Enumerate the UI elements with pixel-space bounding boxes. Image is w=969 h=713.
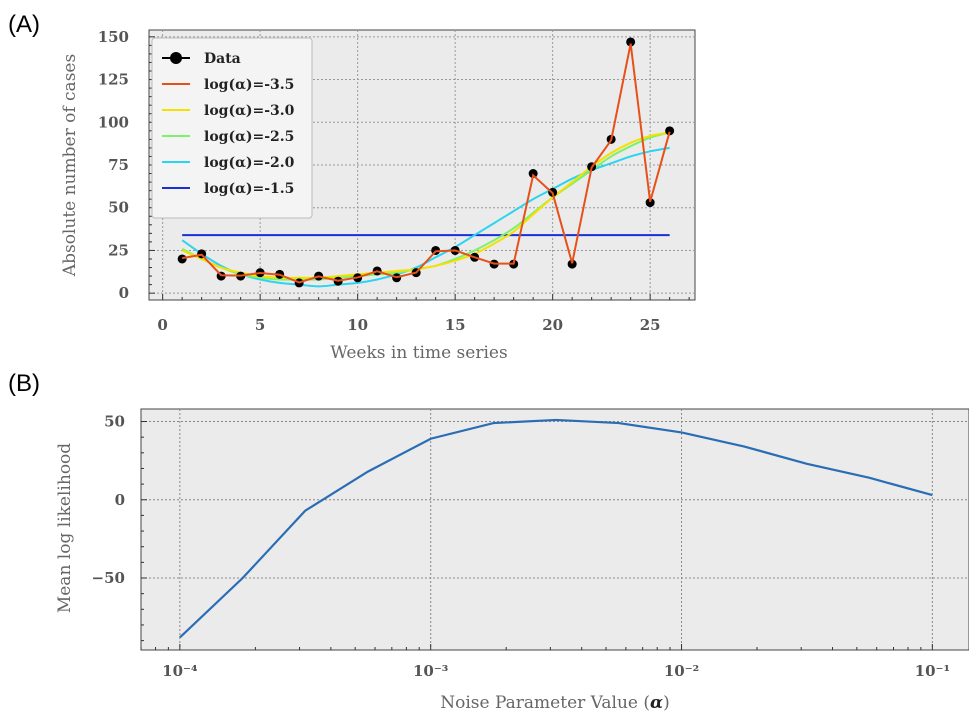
data-point bbox=[665, 126, 675, 136]
x-label-alpha: α bbox=[650, 693, 663, 713]
legend-label: log(α)=-3.0 bbox=[204, 103, 295, 119]
panel-b-label: (B) bbox=[8, 370, 40, 397]
panel-b-x-axis-label: Noise Parameter Value (α) bbox=[440, 693, 669, 713]
panel-b-y-axis-label: Mean log likelihood bbox=[55, 443, 75, 613]
x-tick-label: 20 bbox=[542, 316, 563, 334]
panel-a-y-ticks: 0 25 50 75 100 125 150 bbox=[98, 28, 155, 302]
x-tick-label: 10⁻² bbox=[664, 662, 699, 680]
panel-b-x-ticks: 10⁻⁴ 10⁻³ 10⁻² 10⁻¹ bbox=[140, 644, 950, 680]
panel-b-plot-area bbox=[140, 408, 969, 651]
legend-label: log(α)=-1.5 bbox=[204, 181, 294, 197]
y-tick-label: 150 bbox=[98, 28, 129, 46]
legend-label: Data bbox=[204, 51, 241, 67]
legend-label: log(α)=-2.0 bbox=[204, 155, 295, 171]
panel-a: (A) 0 5 10 15 20 25 0 25 50 75 100 125 150 Weeks in… bbox=[8, 11, 696, 363]
x-tick-label: 0 bbox=[157, 316, 167, 334]
panel-a-x-ticks: 0 5 10 15 20 25 bbox=[157, 294, 690, 334]
panel-b-series bbox=[179, 418, 933, 639]
data-point bbox=[528, 169, 538, 179]
y-tick-label: 0 bbox=[119, 284, 129, 302]
panel-a-label: (A) bbox=[8, 11, 40, 38]
x-tick-label: 5 bbox=[255, 316, 265, 334]
y-tick-label: −50 bbox=[92, 569, 125, 587]
data-point bbox=[626, 37, 636, 47]
data-point bbox=[177, 254, 187, 264]
legend-label: log(α)=-2.5 bbox=[204, 129, 294, 145]
x-tick-label: 10⁻⁴ bbox=[162, 662, 198, 680]
legend-label: log(α)=-3.5 bbox=[204, 77, 294, 93]
panel-a-series bbox=[177, 37, 675, 288]
panel-a-y-axis-label: Absolute number of cases bbox=[60, 54, 80, 277]
x-tick-label: 10 bbox=[347, 316, 368, 334]
x-tick-label: 25 bbox=[640, 316, 661, 334]
panel-a-x-axis-label: Weeks in time series bbox=[330, 343, 507, 363]
panel-b: (B) 10⁻⁴ 10⁻³ 10⁻² 10⁻¹ −50 0 50 Noise Parame… bbox=[8, 370, 969, 713]
panel-b-y-ticks: −50 0 50 bbox=[92, 413, 147, 642]
x-tick-label: 10⁻¹ bbox=[915, 662, 950, 680]
data-point bbox=[645, 198, 655, 208]
x-tick-label: 10⁻³ bbox=[413, 662, 448, 680]
series-line-0 bbox=[181, 43, 671, 284]
panel-a-legend: Data log(α)=-3.5 log(α)=-3.0 log(α)=-2.5 log… bbox=[151, 37, 313, 219]
y-tick-label: 25 bbox=[108, 241, 129, 259]
y-tick-label: 50 bbox=[108, 199, 129, 217]
y-tick-label: 125 bbox=[98, 71, 129, 89]
y-tick-label: 50 bbox=[104, 413, 125, 431]
y-tick-label: 100 bbox=[98, 113, 129, 131]
x-label-text: Noise Parameter Value ( bbox=[440, 693, 650, 713]
y-tick-label: 0 bbox=[115, 491, 125, 509]
likelihood-line bbox=[179, 418, 933, 639]
legend-box bbox=[151, 37, 313, 219]
legend-marker bbox=[170, 52, 182, 64]
data-point bbox=[567, 259, 577, 269]
panel-b-grid bbox=[141, 409, 969, 650]
x-tick-label: 15 bbox=[445, 316, 466, 334]
y-tick-label: 75 bbox=[108, 156, 129, 174]
x-label-text-end: ) bbox=[663, 693, 670, 713]
